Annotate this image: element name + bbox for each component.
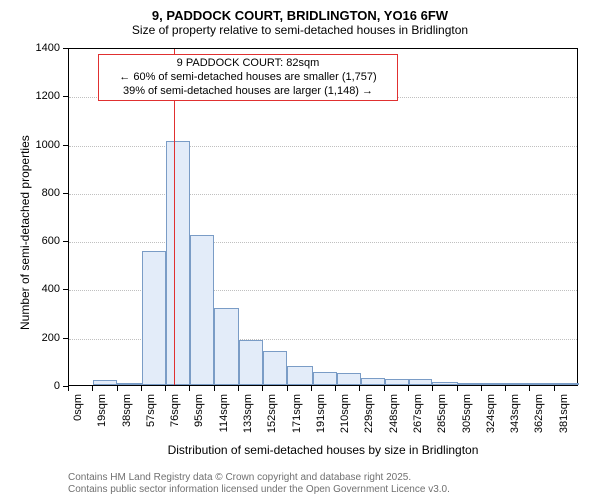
x-tick-mark bbox=[189, 386, 190, 391]
x-tick-mark bbox=[68, 386, 69, 391]
x-tick-mark bbox=[481, 386, 482, 391]
x-tick-label: 152sqm bbox=[266, 394, 278, 444]
x-tick-label: 305sqm bbox=[461, 394, 473, 444]
y-tick-label: 800 bbox=[30, 187, 60, 199]
x-tick-label: 229sqm bbox=[363, 394, 375, 444]
x-tick-label: 191sqm bbox=[315, 394, 327, 444]
x-tick-label: 114sqm bbox=[218, 394, 230, 444]
histogram-bar bbox=[117, 383, 141, 385]
x-tick-label: 210sqm bbox=[339, 394, 351, 444]
x-tick-label: 0sqm bbox=[72, 394, 84, 444]
x-tick-label: 248sqm bbox=[388, 394, 400, 444]
histogram-bar bbox=[506, 383, 530, 385]
histogram-bar bbox=[531, 383, 555, 385]
attribution-line-2: Contains public sector information licen… bbox=[68, 484, 450, 496]
x-tick-mark bbox=[287, 386, 288, 391]
x-tick-mark bbox=[408, 386, 409, 391]
y-tick-label: 200 bbox=[30, 332, 60, 344]
annotation-box: 9 PADDOCK COURT: 82sqm ← 60% of semi-det… bbox=[98, 54, 398, 101]
x-tick-label: 285sqm bbox=[436, 394, 448, 444]
histogram-bar bbox=[458, 383, 482, 385]
chart-subtitle: Size of property relative to semi-detach… bbox=[0, 23, 600, 37]
histogram-bar bbox=[190, 235, 214, 385]
x-tick-mark bbox=[335, 386, 336, 391]
histogram-bar bbox=[166, 141, 190, 385]
y-tick-label: 1000 bbox=[30, 139, 60, 151]
histogram-bar bbox=[432, 382, 458, 385]
x-tick-mark bbox=[92, 386, 93, 391]
y-tick-label: 600 bbox=[30, 235, 60, 247]
gridline bbox=[69, 146, 577, 147]
x-tick-label: 76sqm bbox=[169, 394, 181, 444]
x-tick-mark bbox=[505, 386, 506, 391]
annotation-line-2: ← 60% of semi-detached houses are smalle… bbox=[105, 71, 391, 85]
x-tick-mark bbox=[141, 386, 142, 391]
histogram-bar bbox=[385, 379, 409, 385]
chart-container: 9, PADDOCK COURT, BRIDLINGTON, YO16 6FW … bbox=[0, 0, 600, 500]
annotation-line-3: 39% of semi-detached houses are larger (… bbox=[105, 85, 391, 99]
x-axis-label: Distribution of semi-detached houses by … bbox=[68, 443, 578, 457]
histogram-bar bbox=[214, 308, 238, 385]
y-tick-label: 0 bbox=[30, 380, 60, 392]
gridline bbox=[69, 242, 577, 243]
x-tick-mark bbox=[311, 386, 312, 391]
x-tick-label: 19sqm bbox=[96, 394, 108, 444]
histogram-bar bbox=[337, 373, 361, 385]
histogram-bar bbox=[482, 383, 506, 385]
x-tick-mark bbox=[165, 386, 166, 391]
y-tick-label: 1400 bbox=[30, 42, 60, 54]
histogram-bar bbox=[555, 383, 579, 385]
x-tick-label: 38sqm bbox=[121, 394, 133, 444]
histogram-bar bbox=[142, 251, 166, 385]
attribution-line-1: Contains HM Land Registry data © Crown c… bbox=[68, 472, 450, 484]
histogram-bar bbox=[239, 340, 263, 385]
annotation-line-1: 9 PADDOCK COURT: 82sqm bbox=[105, 57, 391, 71]
histogram-bar bbox=[313, 372, 337, 385]
x-tick-label: 324sqm bbox=[485, 394, 497, 444]
title-block: 9, PADDOCK COURT, BRIDLINGTON, YO16 6FW … bbox=[0, 8, 600, 37]
x-tick-mark bbox=[238, 386, 239, 391]
x-tick-mark bbox=[359, 386, 360, 391]
gridline bbox=[69, 194, 577, 195]
x-tick-mark bbox=[529, 386, 530, 391]
x-tick-mark bbox=[432, 386, 433, 391]
x-tick-label: 171sqm bbox=[291, 394, 303, 444]
x-tick-mark bbox=[457, 386, 458, 391]
x-tick-label: 57sqm bbox=[145, 394, 157, 444]
x-tick-mark bbox=[384, 386, 385, 391]
y-tick-label: 1200 bbox=[30, 90, 60, 102]
histogram-bar bbox=[409, 379, 432, 385]
x-tick-mark bbox=[262, 386, 263, 391]
chart-title: 9, PADDOCK COURT, BRIDLINGTON, YO16 6FW bbox=[0, 8, 600, 23]
attribution-text: Contains HM Land Registry data © Crown c… bbox=[68, 472, 450, 496]
x-tick-label: 95sqm bbox=[193, 394, 205, 444]
y-tick-label: 400 bbox=[30, 283, 60, 295]
y-axis-label: Number of semi-detached properties bbox=[18, 135, 32, 330]
x-tick-label: 133sqm bbox=[242, 394, 254, 444]
histogram-bar bbox=[361, 378, 385, 385]
x-tick-label: 381sqm bbox=[558, 394, 570, 444]
x-tick-mark bbox=[117, 386, 118, 391]
x-tick-label: 362sqm bbox=[533, 394, 545, 444]
histogram-bar bbox=[263, 351, 287, 385]
x-tick-mark bbox=[214, 386, 215, 391]
x-tick-label: 343sqm bbox=[509, 394, 521, 444]
histogram-bar bbox=[287, 366, 313, 385]
x-tick-mark bbox=[554, 386, 555, 391]
histogram-bar bbox=[93, 380, 117, 385]
x-tick-label: 267sqm bbox=[412, 394, 424, 444]
